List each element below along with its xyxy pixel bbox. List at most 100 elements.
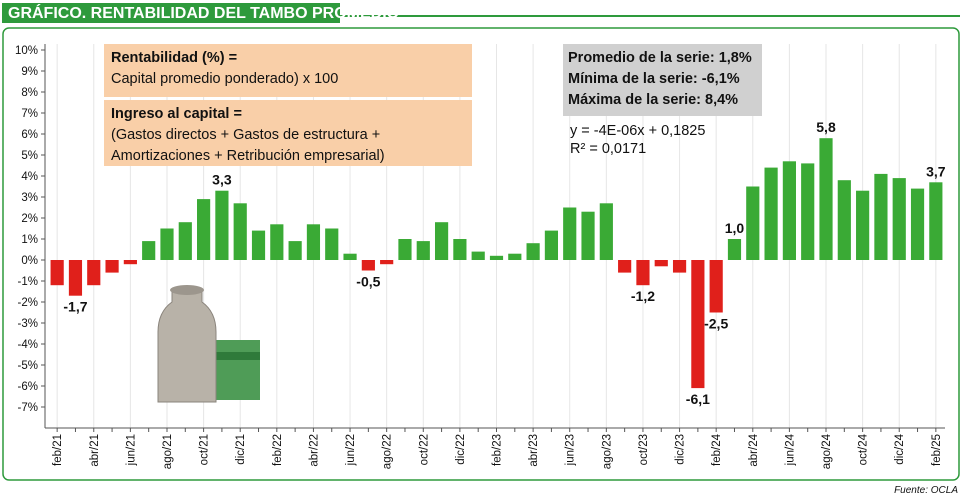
x-tick-label: oct/24: [858, 433, 870, 465]
trend-equation: R² = 0,0171: [570, 141, 646, 157]
bar: [68, 260, 83, 296]
y-tick-label: -4%: [18, 339, 38, 351]
x-tick-label: abr/23: [528, 434, 540, 467]
can-lid: [170, 285, 204, 295]
bar: [416, 241, 430, 260]
bar: [636, 260, 650, 286]
y-tick-label: 1%: [21, 234, 38, 246]
chart-title: GRÁFICO. RENTABILIDAD DEL TAMBO PROMEDIO: [8, 3, 399, 22]
data-label: 5,8: [816, 119, 836, 135]
money: [214, 352, 260, 360]
formula-text: (Gastos directos + Gastos de estructura …: [111, 127, 380, 143]
formula-box: [104, 44, 472, 97]
x-tick-label: oct/21: [199, 434, 211, 465]
data-label: 1,0: [725, 220, 745, 236]
x-tick-label: feb/23: [492, 434, 504, 466]
bar: [361, 260, 375, 271]
bar: [87, 260, 101, 286]
y-tick-label: 8%: [21, 87, 38, 99]
y-tick-label: -6%: [18, 381, 38, 393]
x-tick-label: dic/22: [455, 434, 467, 465]
bar: [142, 241, 156, 260]
money: [208, 340, 260, 400]
bar: [434, 222, 449, 260]
y-tick-label: 5%: [21, 150, 38, 162]
formula-text: Amortizaciones + Retribución empresarial…: [111, 148, 385, 164]
bar: [801, 163, 815, 260]
x-tick-label: jun/21: [125, 434, 137, 466]
bar: [672, 260, 687, 273]
y-tick-label: 7%: [21, 108, 38, 120]
bar: [160, 228, 174, 260]
x-tick-label: dic/21: [235, 434, 247, 465]
y-tick-label: 3%: [21, 192, 38, 204]
bar: [910, 188, 925, 260]
x-tick-label: oct/23: [638, 434, 650, 465]
bar: [526, 243, 540, 260]
bar: [215, 190, 229, 260]
bar: [618, 260, 632, 273]
bar: [563, 207, 577, 260]
x-tick-label: oct/22: [418, 434, 430, 465]
milk-can: [157, 285, 260, 403]
formula: Rentabilidad (%) =Ingreso al capital /: [111, 50, 237, 66]
bar: [544, 230, 559, 260]
bar: [251, 230, 266, 260]
bar: [178, 222, 192, 260]
y-tick-label: 4%: [21, 171, 38, 183]
frame: [2, 27, 960, 481]
trend-equation: y = -4E-06x + 0,1825: [570, 123, 705, 139]
x-tick-label: ago/24: [821, 433, 833, 469]
bar: [197, 199, 211, 260]
stat: Promedio de la serie: 1,8%: [568, 50, 752, 66]
x-tick-label: feb/25: [931, 434, 943, 466]
x-tick-label: feb/22: [272, 434, 284, 466]
bar: [380, 260, 394, 265]
bar: [489, 255, 504, 260]
bar: [819, 138, 833, 260]
bar: [50, 260, 64, 286]
bar: [123, 260, 137, 265]
bar: [837, 180, 851, 260]
bar: [306, 224, 321, 260]
x-tick-label: abr/24: [748, 433, 760, 466]
x-tick-label: jun/23: [565, 434, 577, 466]
bar: [892, 178, 906, 260]
formula-term: Ingreso al capital =: [111, 106, 242, 122]
y-tick-label: -3%: [18, 318, 38, 330]
bar: [343, 253, 357, 260]
x-tick-label: dic/23: [675, 434, 687, 465]
data-label: -2,5: [704, 316, 728, 332]
bar: [471, 251, 485, 260]
x-tick-label: dic/24: [894, 433, 906, 464]
bar: [709, 260, 723, 313]
y-tick-label: 6%: [21, 129, 38, 141]
data-label: -1,7: [63, 299, 87, 315]
x-tick-label: jun/22: [345, 434, 357, 466]
formula: Ingreso al capital =Ingresos venta de le…: [111, 106, 242, 122]
bar: [874, 173, 888, 260]
bar: [929, 182, 943, 260]
x-tick-label: ago/21: [162, 434, 174, 469]
y-tick-label: -1%: [18, 276, 38, 288]
y-tick-label: 9%: [21, 66, 38, 78]
y-tick-label: -7%: [18, 402, 38, 414]
stats-box: [563, 44, 762, 116]
stat: Mínima de la serie: -6,1%: [568, 71, 740, 87]
x-tick-label: feb/24: [711, 433, 723, 466]
title-band-cut: [340, 3, 960, 23]
x-tick-label: abr/22: [308, 434, 320, 467]
x-tick-label: ago/22: [382, 434, 394, 469]
data-label: -6,1: [686, 391, 710, 407]
bar: [508, 253, 522, 260]
bar: [581, 211, 595, 260]
bar: [727, 239, 742, 260]
source: Fuente: OCLA: [894, 485, 958, 496]
x-tick-label: abr/21: [89, 434, 101, 467]
y-tick-label: -5%: [18, 360, 38, 372]
bar: [325, 228, 339, 260]
bar: [654, 260, 668, 267]
bar: [270, 224, 284, 260]
bar: [288, 241, 302, 260]
